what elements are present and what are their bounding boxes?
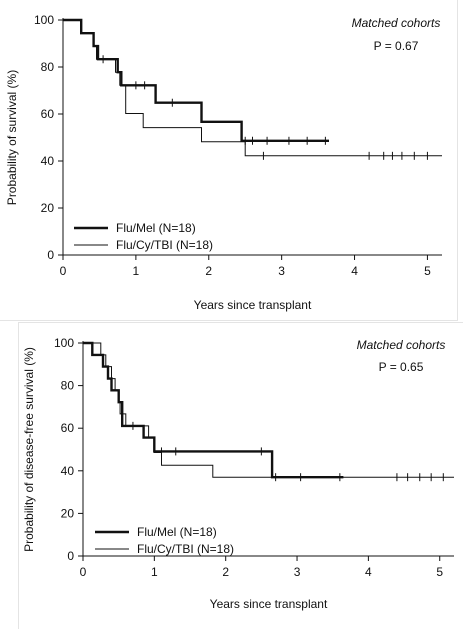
p-value-annotation: P = 0.67	[374, 39, 419, 53]
survival-chart-panel: 0 20 40 60 80 100 0 1 2 3 4 5 Years since transplant…	[0, 0, 458, 321]
y-tick-label: 0	[67, 549, 74, 563]
legend-label: Flu/Mel (N=18)	[116, 221, 196, 235]
x-tick-label: 0	[60, 264, 67, 278]
y-tick-label: 0	[47, 248, 54, 262]
y-axis-label: Probability of survival (%)	[5, 70, 19, 205]
series-line-flu-mel	[83, 341, 344, 479]
cohort-annotation: Matched cohorts	[357, 338, 446, 352]
series-line-flu-cy-tbi	[83, 342, 454, 478]
y-tick-label: 40	[61, 464, 75, 478]
x-tick-label: 0	[80, 565, 87, 579]
x-axis-label: Years since transplant	[194, 298, 312, 312]
x-tick-label: 3	[294, 565, 301, 579]
y-tick-label: 60	[61, 421, 75, 435]
y-tick-label: 100	[54, 336, 74, 350]
x-tick-label: 4	[365, 565, 372, 579]
y-tick-label: 20	[41, 201, 55, 215]
x-tick-label: 5	[436, 565, 443, 579]
x-tick-label: 1	[133, 264, 140, 278]
legend-label: Flu/Cy/TBI (N=18)	[116, 238, 213, 252]
x-tick-label: 2	[222, 565, 229, 579]
disease-free-survival-chart-panel: 0 20 40 60 80 100 0 1 2 3 4 5 Years since transplant…	[18, 322, 463, 629]
x-tick-label: 5	[424, 264, 431, 278]
p-value-annotation: P = 0.65	[379, 360, 424, 374]
survival-chart: 0 20 40 60 80 100 0 1 2 3 4 5 Years since transplant…	[5, 13, 442, 312]
x-tick-label: 2	[205, 264, 212, 278]
y-tick-label: 80	[41, 60, 55, 74]
y-tick-label: 20	[61, 506, 75, 520]
x-tick-label: 1	[151, 565, 158, 579]
legend-label: Flu/Cy/TBI (N=18)	[137, 542, 234, 556]
y-tick-label: 80	[61, 379, 75, 393]
y-tick-label: 60	[41, 107, 55, 121]
y-axis-label: Probability of disease-free survival (%)	[22, 347, 36, 552]
y-tick-label: 100	[34, 13, 54, 27]
series-line-flu-mel	[63, 18, 329, 143]
disease-free-survival-chart: 0 20 40 60 80 100 0 1 2 3 4 5 Years since transplant…	[22, 336, 454, 611]
x-tick-label: 3	[278, 264, 285, 278]
cohort-annotation: Matched cohorts	[352, 16, 441, 30]
x-axis-label: Years since transplant	[210, 597, 328, 611]
legend-label: Flu/Mel (N=18)	[137, 525, 217, 539]
series-line-flu-cy-tbi	[63, 19, 442, 157]
y-tick-label: 40	[41, 154, 55, 168]
x-tick-label: 4	[351, 264, 358, 278]
